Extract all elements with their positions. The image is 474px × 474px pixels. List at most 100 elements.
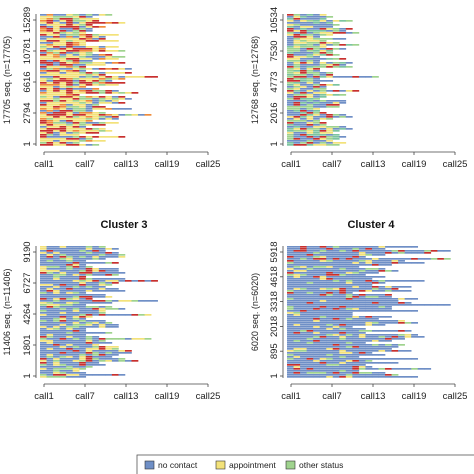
sequence-cell [404, 252, 412, 254]
sequence-cell [40, 100, 47, 102]
sequence-cell [326, 280, 334, 282]
sequence-cell [378, 286, 386, 288]
sequence-cell [339, 94, 347, 96]
sequence-cell [92, 300, 100, 302]
sequence-cell [306, 100, 314, 102]
sequence-cell [300, 272, 307, 274]
sequence-cell [398, 322, 405, 324]
sequence-cell [313, 360, 320, 362]
sequence-cell [313, 30, 320, 32]
sequence-cell [98, 262, 106, 264]
sequence-cell [287, 280, 294, 282]
sequence-cell [287, 360, 294, 362]
sequence-cell [385, 262, 392, 264]
sequence-cell [46, 338, 54, 340]
sequence-cell [313, 14, 320, 16]
sequence-cell [300, 18, 307, 20]
sequence-cell [72, 318, 80, 320]
sequence-cell [53, 108, 60, 110]
sequence-cell [53, 276, 60, 278]
sequence-cell [287, 66, 294, 68]
sequence-cell [306, 340, 314, 342]
sequence-cell [345, 90, 353, 92]
sequence-cell [319, 136, 327, 138]
sequence-cell [85, 358, 93, 360]
sequence-cell [332, 256, 340, 258]
sequence-cell [72, 272, 80, 274]
sequence-cell [79, 270, 87, 272]
sequence-cell [98, 54, 106, 56]
sequence-cell [92, 338, 100, 340]
sequence-cell [53, 270, 60, 272]
sequence-cell [92, 82, 100, 84]
sequence-cell [92, 74, 100, 76]
sequence-cell [79, 268, 87, 270]
sequence-cell [59, 368, 67, 370]
sequence-cell [398, 262, 405, 264]
sequence-cell [53, 84, 60, 86]
sequence-cell [85, 58, 93, 60]
sequence-cell [79, 302, 87, 304]
sequence-cell [287, 120, 294, 122]
sequence-cell [85, 282, 93, 284]
sequence-cell [326, 58, 334, 60]
sequence-cell [352, 308, 360, 310]
sequence-cell [306, 76, 314, 78]
sequence-cell [300, 52, 307, 54]
sequence-cell [300, 76, 307, 78]
sequence-cell [365, 304, 373, 306]
legend-swatch-no-contact [144, 460, 155, 470]
sequence-cell [59, 72, 67, 74]
sequence-cell [59, 34, 67, 36]
sequence-cell [332, 350, 340, 352]
sequence-cell [300, 280, 307, 282]
sequence-cell [72, 322, 80, 324]
sequence-cell [111, 278, 119, 280]
sequence-cell [92, 270, 100, 272]
sequence-cell [79, 336, 87, 338]
sequence-cell [300, 116, 307, 118]
sequence-cell [319, 88, 327, 90]
sequence-cell [371, 376, 379, 378]
sequence-cell [53, 96, 60, 98]
sequence-cell [306, 66, 314, 68]
sequence-cell [98, 256, 106, 258]
sequence-cell [40, 332, 47, 334]
sequence-cell [98, 92, 106, 94]
sequence-cell [59, 104, 67, 106]
sequence-cell [92, 374, 100, 376]
sequence-cell [313, 76, 320, 78]
sequence-cell [72, 266, 80, 268]
sequence-cell [111, 324, 119, 326]
sequence-cell [40, 90, 47, 92]
sequence-cell [319, 64, 327, 66]
sequence-cell [79, 260, 87, 262]
sequence-cell [306, 302, 314, 304]
sequence-cell [352, 352, 360, 354]
sequence-cell [53, 248, 60, 250]
sequence-cell [66, 106, 73, 108]
sequence-cell [404, 262, 412, 264]
sequence-cell [287, 34, 294, 36]
sequence-cell [79, 280, 87, 282]
sequence-cell [40, 36, 47, 38]
sequence-cell [46, 124, 54, 126]
sequence-cell [85, 248, 93, 250]
sequence-cell [398, 302, 405, 304]
sequence-cell [46, 92, 54, 94]
sequence-cell [40, 58, 47, 60]
sequence-cell [345, 248, 353, 250]
sequence-cell [326, 348, 334, 350]
sequence-cell [46, 302, 54, 304]
sequence-cell [339, 278, 347, 280]
sequence-cell [300, 32, 307, 34]
sequence-cell [46, 50, 54, 52]
sequence-cell [306, 276, 314, 278]
sequence-cell [378, 344, 386, 346]
sequence-cell [59, 62, 67, 64]
sequence-cell [46, 88, 54, 90]
sequence-cell [287, 130, 294, 132]
sequence-cell [46, 22, 54, 24]
sequence-cell [98, 340, 106, 342]
sequence-cell [53, 246, 60, 248]
